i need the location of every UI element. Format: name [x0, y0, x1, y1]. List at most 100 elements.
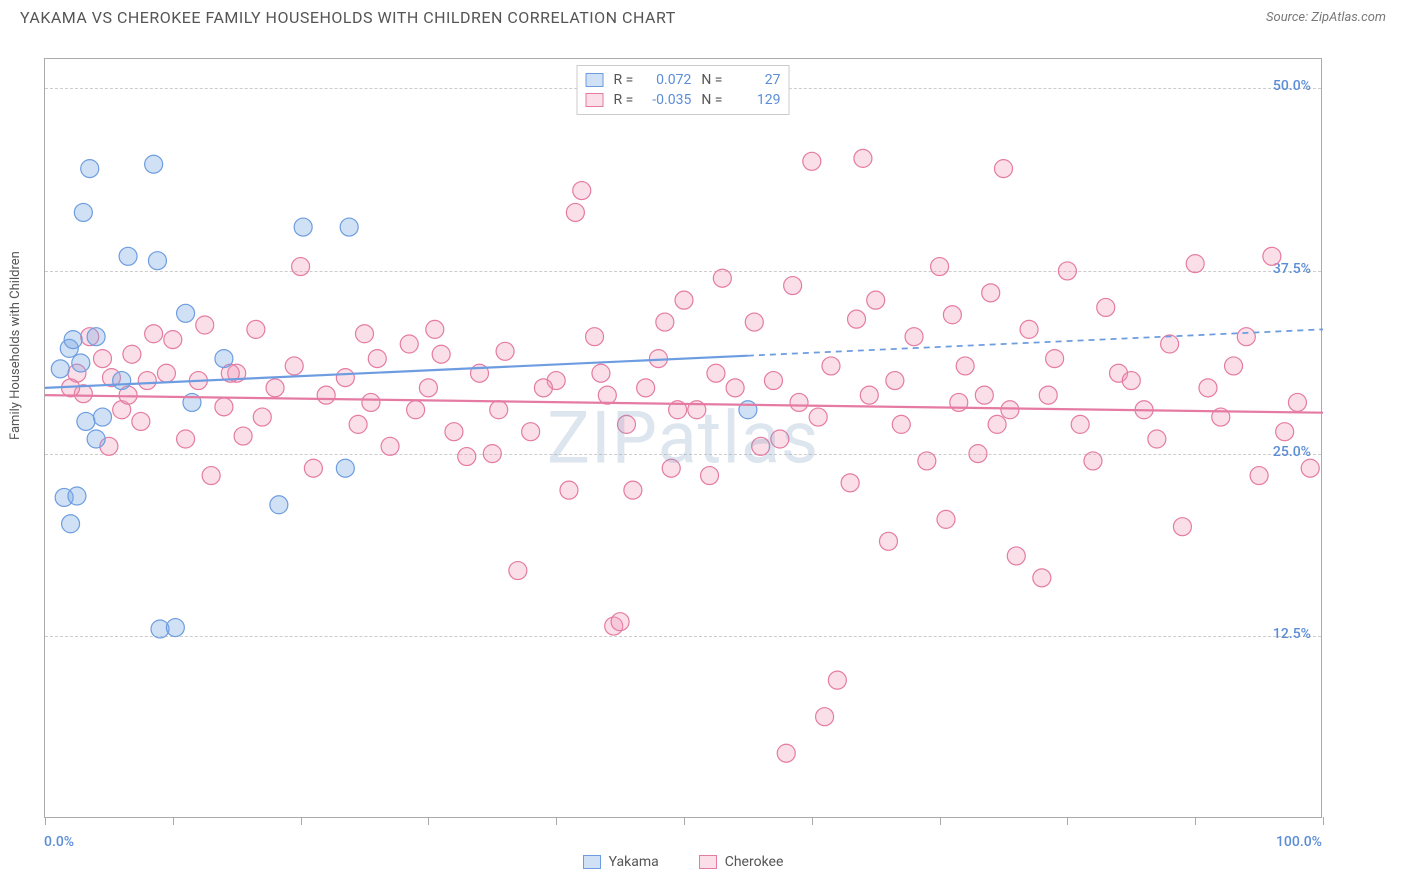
legend-label: Yakama — [609, 854, 659, 870]
data-point — [270, 496, 288, 514]
data-point — [381, 437, 399, 455]
data-point — [349, 415, 367, 433]
data-point — [905, 328, 923, 346]
data-point — [266, 379, 284, 397]
data-point — [490, 401, 508, 419]
chart-header: YAKAMA VS CHEROKEE FAMILY HOUSEHOLDS WIT… — [0, 0, 1406, 31]
data-point — [68, 487, 86, 505]
data-point — [918, 452, 936, 470]
data-point — [509, 562, 527, 580]
data-point — [745, 313, 763, 331]
data-point — [1199, 379, 1217, 397]
data-point — [340, 218, 358, 236]
legend-item: Yakama — [583, 854, 659, 870]
legend-swatch — [586, 73, 604, 87]
stats-row: R =0.072N =27 — [586, 70, 781, 90]
data-point — [138, 372, 156, 390]
data-point — [566, 203, 584, 221]
data-point — [982, 284, 1000, 302]
data-point — [816, 708, 834, 726]
legend-label: Cherokee — [725, 854, 784, 870]
data-point — [253, 408, 271, 426]
data-point — [157, 364, 175, 382]
data-point — [196, 316, 214, 334]
data-point — [247, 320, 265, 338]
data-point — [72, 354, 90, 372]
data-point — [426, 320, 444, 338]
data-point — [675, 291, 693, 309]
data-point — [234, 427, 252, 445]
data-point — [995, 160, 1013, 178]
data-point — [362, 393, 380, 411]
data-point — [1033, 569, 1051, 587]
data-point — [1276, 423, 1294, 441]
data-point — [1263, 247, 1281, 265]
x-tick — [556, 817, 557, 825]
data-point — [400, 335, 418, 353]
data-point — [611, 613, 629, 631]
data-point — [164, 331, 182, 349]
data-point — [784, 277, 802, 295]
data-point — [1225, 357, 1243, 375]
data-point — [113, 372, 131, 390]
data-point — [145, 325, 163, 343]
x-axis-min-label: 0.0% — [44, 834, 74, 850]
y-axis-label: Family Households with Children — [8, 251, 23, 440]
data-point — [148, 252, 166, 270]
data-point — [617, 415, 635, 433]
data-point — [892, 415, 910, 433]
data-point — [87, 430, 105, 448]
data-point — [215, 398, 233, 416]
data-point — [419, 379, 437, 397]
chart-source: Source: ZipAtlas.com — [1266, 10, 1386, 25]
plot-area: 12.5%25.0%37.5%50.0% ZIPatlas R =0.072N … — [44, 58, 1322, 818]
data-point — [848, 310, 866, 328]
data-point — [752, 437, 770, 455]
data-point — [937, 510, 955, 528]
data-point — [713, 269, 731, 287]
data-point — [860, 386, 878, 404]
stats-box: R =0.072N =27R =-0.035N =129 — [577, 65, 790, 115]
x-tick — [45, 817, 46, 825]
stats-row: R =-0.035N =129 — [586, 90, 781, 110]
data-point — [445, 423, 463, 441]
data-point — [573, 182, 591, 200]
data-point — [215, 350, 233, 368]
data-point — [1039, 386, 1057, 404]
stat-r-value: -0.035 — [643, 92, 691, 108]
data-point — [1250, 467, 1268, 485]
data-point — [74, 203, 92, 221]
stat-r-label: R = — [614, 92, 634, 108]
legend-swatch — [699, 855, 717, 869]
data-point — [1084, 452, 1102, 470]
stat-n-value: 27 — [732, 72, 780, 88]
stat-r-label: R = — [614, 72, 634, 88]
data-point — [458, 448, 476, 466]
data-point — [726, 379, 744, 397]
data-point — [64, 331, 82, 349]
data-point — [841, 474, 859, 492]
data-point — [1161, 335, 1179, 353]
data-point — [51, 360, 69, 378]
legend-swatch — [583, 855, 601, 869]
data-point — [560, 481, 578, 499]
data-point — [1007, 547, 1025, 565]
data-point — [87, 328, 105, 346]
data-point — [1288, 393, 1306, 411]
data-point — [790, 393, 808, 411]
data-point — [336, 369, 354, 387]
data-point — [407, 401, 425, 419]
data-point — [656, 313, 674, 331]
data-point — [1071, 415, 1089, 433]
legend-swatch — [586, 93, 604, 107]
stat-n-label: N = — [701, 72, 722, 88]
data-point — [975, 386, 993, 404]
data-point — [879, 532, 897, 550]
data-point — [586, 328, 604, 346]
x-tick — [173, 817, 174, 825]
data-point — [166, 619, 184, 637]
data-point — [988, 415, 1006, 433]
data-point — [132, 412, 150, 430]
data-point — [77, 412, 95, 430]
data-point — [771, 430, 789, 448]
